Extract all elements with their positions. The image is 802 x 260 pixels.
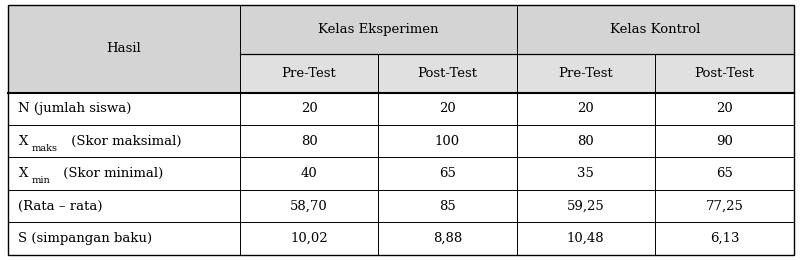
Text: (Skor minimal): (Skor minimal) bbox=[59, 167, 163, 180]
Bar bbox=[516, 93, 655, 125]
Text: Kelas Kontrol: Kelas Kontrol bbox=[610, 23, 700, 36]
Text: N (jumlah siswa): N (jumlah siswa) bbox=[18, 102, 132, 115]
Bar bbox=[655, 222, 794, 255]
Bar bbox=[240, 5, 516, 54]
Bar bbox=[655, 158, 794, 190]
Text: 6,13: 6,13 bbox=[710, 232, 739, 245]
Bar bbox=[655, 190, 794, 222]
Bar bbox=[379, 125, 516, 158]
Bar bbox=[240, 93, 379, 125]
Text: 58,70: 58,70 bbox=[290, 200, 328, 213]
Text: 59,25: 59,25 bbox=[567, 200, 605, 213]
Text: (Rata – rata): (Rata – rata) bbox=[18, 200, 103, 213]
Text: 8,88: 8,88 bbox=[433, 232, 462, 245]
Bar bbox=[379, 190, 516, 222]
Text: 40: 40 bbox=[301, 167, 318, 180]
Bar bbox=[516, 222, 655, 255]
Text: Kelas Eksperimen: Kelas Eksperimen bbox=[318, 23, 439, 36]
Text: 80: 80 bbox=[577, 135, 594, 148]
Bar bbox=[655, 54, 794, 93]
Bar bbox=[240, 125, 379, 158]
Text: maks: maks bbox=[32, 144, 58, 153]
Bar bbox=[379, 54, 516, 93]
Bar bbox=[516, 5, 794, 54]
Bar bbox=[240, 222, 379, 255]
Text: S (simpangan baku): S (simpangan baku) bbox=[18, 232, 152, 245]
Text: (Skor maksimal): (Skor maksimal) bbox=[67, 135, 181, 148]
Bar bbox=[240, 54, 379, 93]
Bar bbox=[8, 93, 240, 125]
Bar bbox=[516, 158, 655, 190]
Bar bbox=[8, 5, 240, 93]
Text: 20: 20 bbox=[301, 102, 318, 115]
Bar bbox=[516, 125, 655, 158]
Text: Hasil: Hasil bbox=[107, 42, 141, 55]
Text: 20: 20 bbox=[577, 102, 594, 115]
Bar bbox=[8, 190, 240, 222]
Text: Pre-Test: Pre-Test bbox=[282, 67, 336, 80]
Text: 65: 65 bbox=[439, 167, 456, 180]
Text: 85: 85 bbox=[439, 200, 456, 213]
Text: 77,25: 77,25 bbox=[706, 200, 743, 213]
Text: 100: 100 bbox=[435, 135, 460, 148]
Text: X: X bbox=[18, 135, 28, 148]
Text: 35: 35 bbox=[577, 167, 594, 180]
Text: 10,02: 10,02 bbox=[290, 232, 328, 245]
Bar bbox=[240, 190, 379, 222]
Text: Post-Test: Post-Test bbox=[695, 67, 755, 80]
Bar bbox=[655, 125, 794, 158]
Text: X: X bbox=[18, 167, 28, 180]
Bar bbox=[8, 158, 240, 190]
Text: 65: 65 bbox=[716, 167, 733, 180]
Bar bbox=[240, 158, 379, 190]
Bar bbox=[516, 190, 655, 222]
Text: 80: 80 bbox=[301, 135, 318, 148]
Text: 20: 20 bbox=[439, 102, 456, 115]
Bar bbox=[379, 93, 516, 125]
Bar bbox=[655, 93, 794, 125]
Bar bbox=[379, 222, 516, 255]
Bar bbox=[8, 222, 240, 255]
Text: 20: 20 bbox=[716, 102, 733, 115]
Text: 90: 90 bbox=[716, 135, 733, 148]
Text: Pre-Test: Pre-Test bbox=[558, 67, 613, 80]
Text: 10,48: 10,48 bbox=[567, 232, 605, 245]
Bar bbox=[516, 54, 655, 93]
Bar bbox=[379, 158, 516, 190]
Bar bbox=[8, 125, 240, 158]
Text: Post-Test: Post-Test bbox=[417, 67, 477, 80]
Text: min: min bbox=[32, 177, 51, 185]
